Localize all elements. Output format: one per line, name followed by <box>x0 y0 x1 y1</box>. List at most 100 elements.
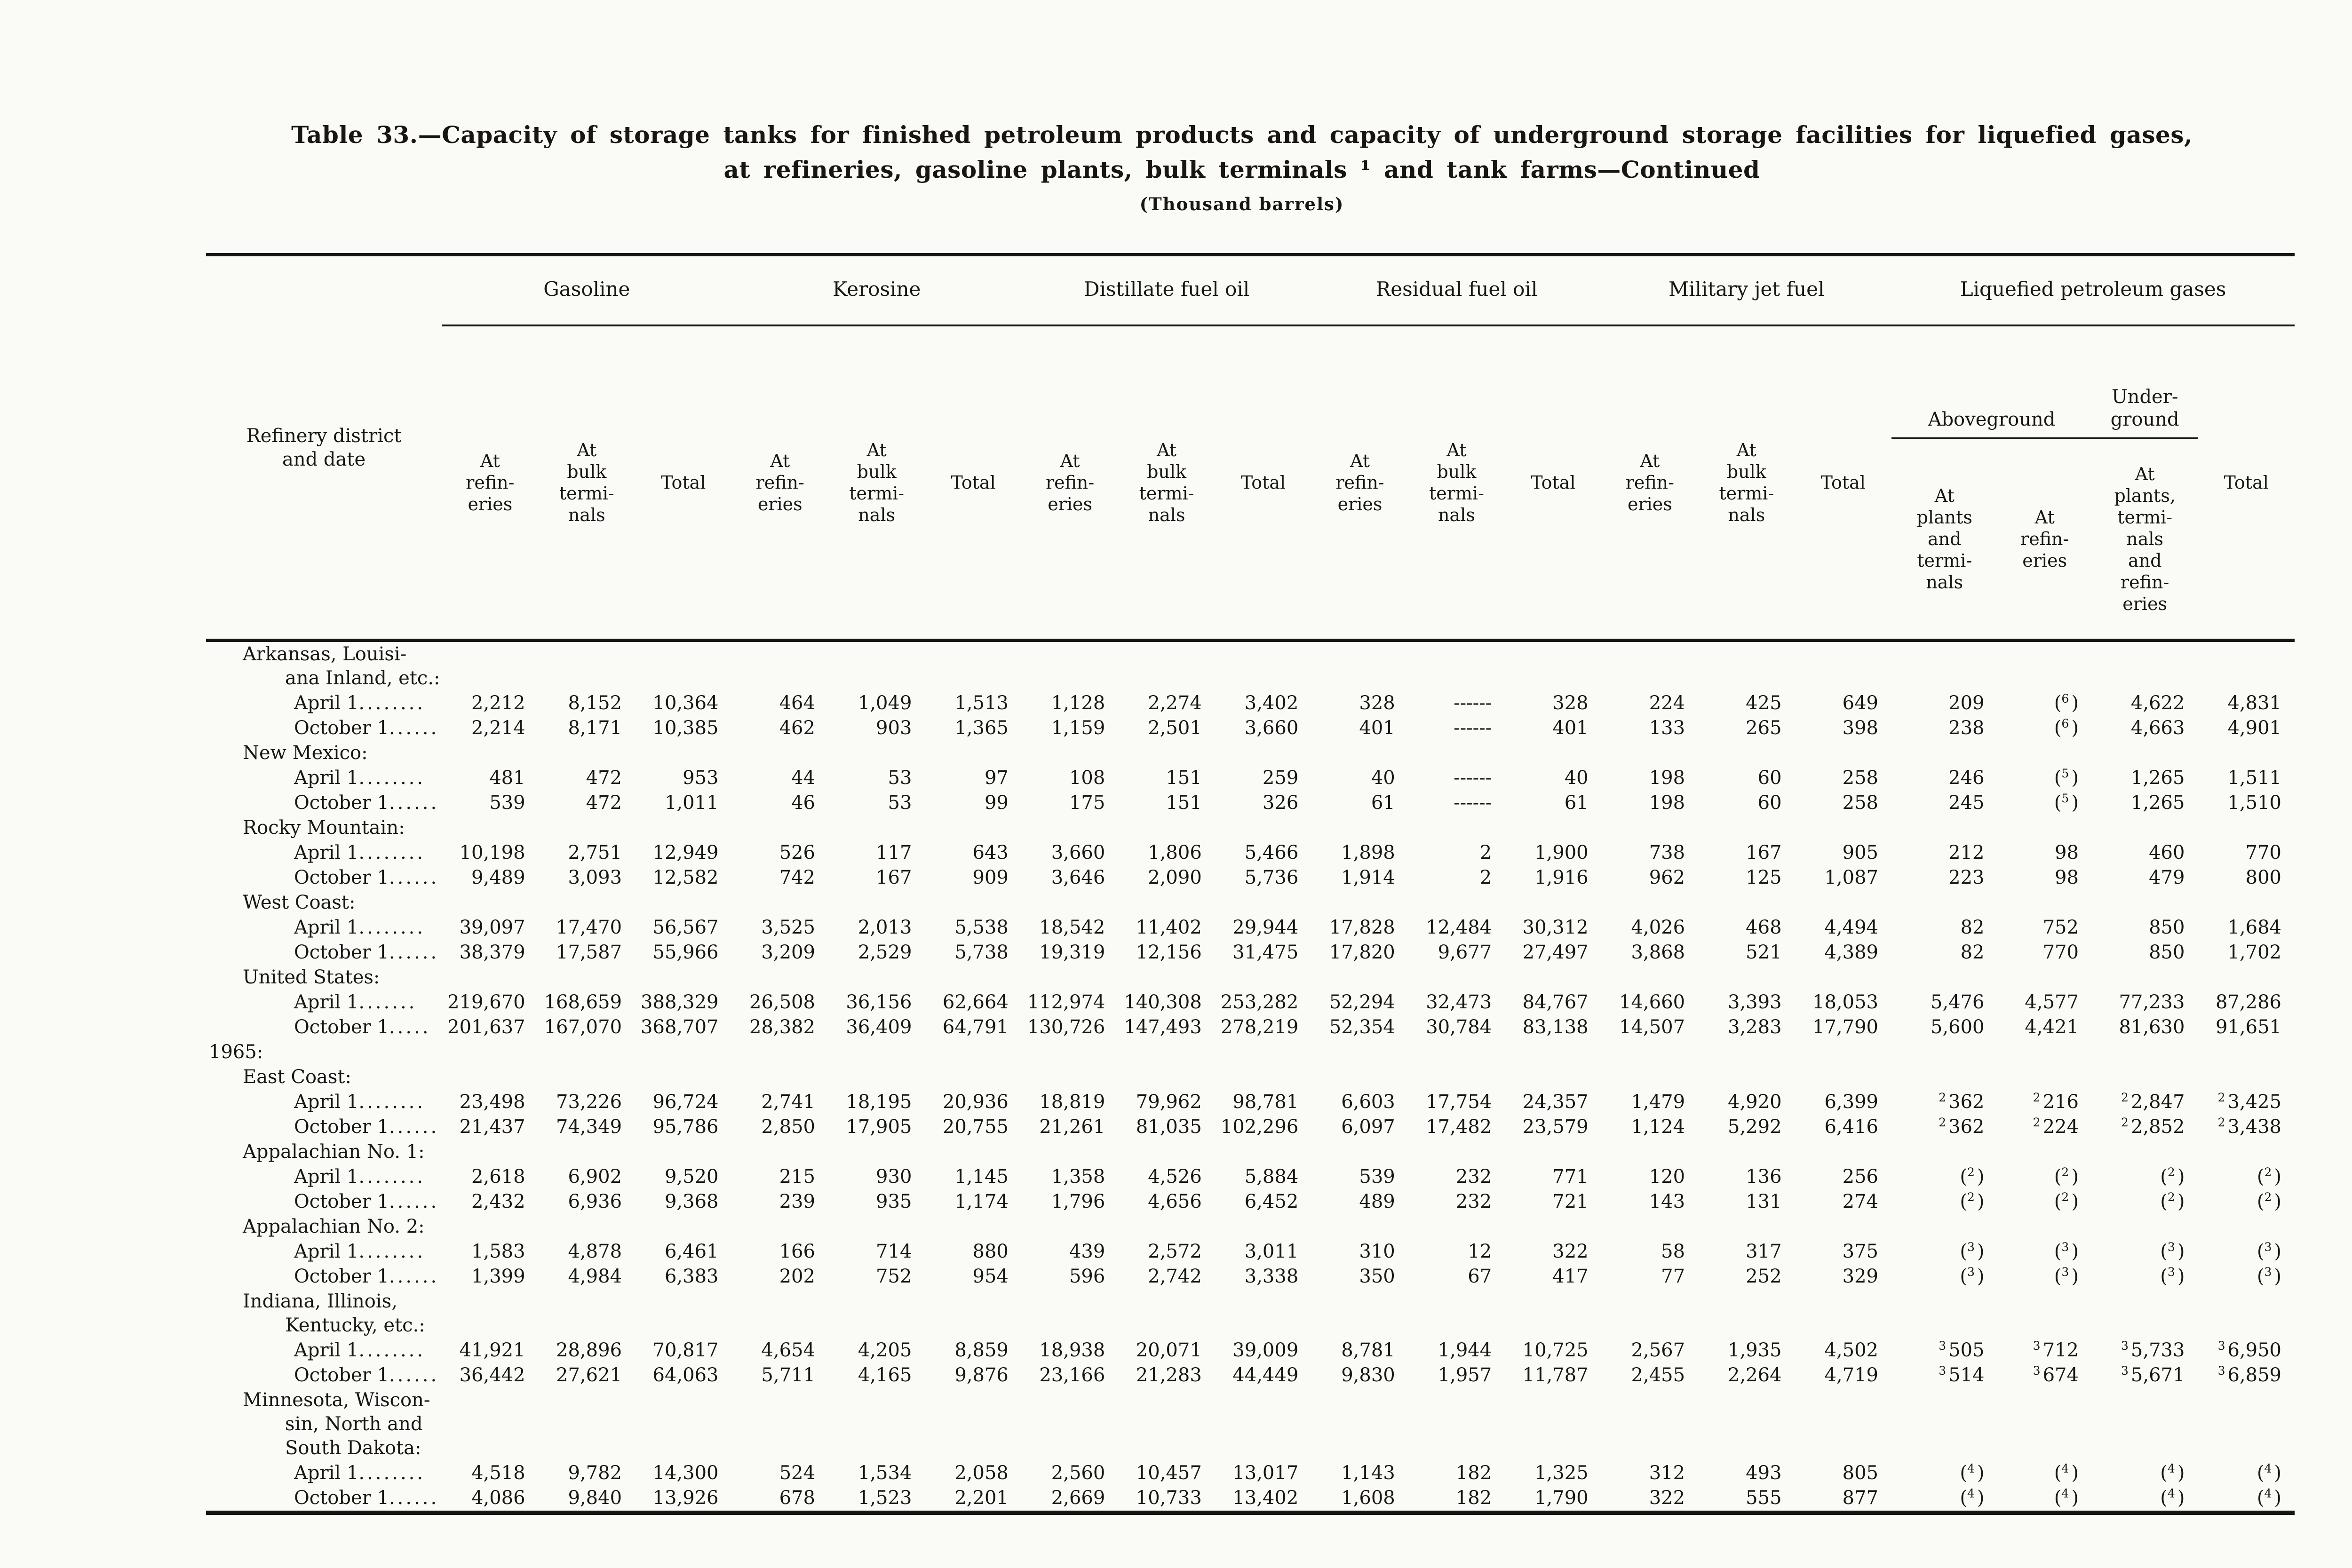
cell: 17,754 <box>1426 1091 1492 1113</box>
cell: 462 <box>779 717 815 739</box>
date-label: April 1 <box>294 917 359 938</box>
stub-header: Refinery district and date <box>246 425 402 470</box>
cell: (4) <box>1960 1486 1985 1509</box>
section-label-line: Appalachian No. 1: <box>243 1141 425 1163</box>
cell: 1,583 <box>471 1241 525 1262</box>
date-label: October 1 <box>294 1016 389 1038</box>
cell: (4) <box>2054 1461 2079 1484</box>
cell: 140,308 <box>1124 991 1202 1013</box>
group-lpg: Liquefied petroleum gases <box>1891 254 2295 326</box>
title-line-2: at refineries, gasoline plants, bulk ter… <box>723 156 1760 183</box>
cell: 3,660 <box>1051 842 1105 863</box>
cell: 1,511 <box>2227 767 2281 789</box>
footnote-marker: 2 <box>2167 1165 2175 1179</box>
cell: 752 <box>876 1266 912 1287</box>
cell: 151 <box>1166 767 1202 789</box>
cell: 930 <box>876 1166 912 1188</box>
section-label-line: Kentucky, etc.: <box>285 1315 425 1336</box>
col-ker-refineries: At refin- eries <box>755 450 804 515</box>
footnote-marker: 4 <box>2264 1461 2272 1475</box>
cell: 44,449 <box>1232 1364 1299 1386</box>
cell: 5,736 <box>1244 867 1299 888</box>
cell: 2,013 <box>858 917 912 938</box>
section-label: Appalachian No. 2: <box>206 1214 2295 1239</box>
cell: 223 <box>1948 867 1985 888</box>
cell: (2) <box>2054 1190 2079 1212</box>
cell: 1,790 <box>1534 1487 1589 1509</box>
cell: 1,358 <box>1051 1166 1105 1188</box>
col-ker-total: Total <box>951 472 996 493</box>
cell: 44 <box>791 767 815 789</box>
footnote-marker: 3 <box>1967 1240 1975 1254</box>
cell: 8,781 <box>1341 1339 1395 1361</box>
cell: (3) <box>2054 1265 2079 1287</box>
cell: 20,071 <box>1136 1339 1202 1361</box>
row-date: October 1...... <box>206 865 442 890</box>
date-label: April 1 <box>294 692 359 714</box>
footnote-marker: 2 <box>2061 1190 2069 1204</box>
row-date: April 1........ <box>206 1239 442 1264</box>
dot-leader: ...... <box>389 1266 439 1287</box>
row-date: April 1........ <box>206 691 442 716</box>
cell: 198 <box>1649 767 1685 789</box>
section-label-line: sin, North and <box>285 1413 423 1435</box>
cell: 60 <box>1757 767 1782 789</box>
section-row: Arkansas, Louisi-ana Inland, etc.: <box>206 641 2295 691</box>
cell: 805 <box>1842 1462 1878 1484</box>
cell: 53 <box>888 792 912 814</box>
section-row: Rocky Mountain: <box>206 816 2295 840</box>
cell: (4) <box>2160 1461 2185 1484</box>
cell: 18,542 <box>1039 917 1105 938</box>
cell: 5,738 <box>954 942 1009 963</box>
cell: 125 <box>1746 867 1782 888</box>
cell: 95,786 <box>652 1116 719 1138</box>
cell: 198 <box>1649 792 1685 814</box>
cell: 468 <box>1746 917 1782 938</box>
cell: 202 <box>779 1266 815 1287</box>
cell: 526 <box>779 842 815 863</box>
cell: 6,902 <box>568 1166 622 1188</box>
cell: 1,914 <box>1341 867 1395 888</box>
cell: 238 <box>1948 717 1985 739</box>
section-label: Arkansas, Louisi-ana Inland, etc.: <box>206 641 2295 691</box>
footnote-marker: 3 <box>2217 1338 2225 1353</box>
cell: 1,145 <box>954 1166 1009 1188</box>
data-row: October 1...... 9,489 3,093 12,582 742 167 909… <box>206 865 2295 890</box>
cell: 2,264 <box>1728 1364 1782 1386</box>
subgroup-header-row: At refin- eries At bulk termi- nals Tota… <box>206 325 2295 525</box>
cell: 64,063 <box>652 1364 719 1386</box>
date-label: April 1 <box>294 1339 359 1361</box>
cell: 4,654 <box>761 1339 815 1361</box>
footnote-marker: 2 <box>1967 1165 1975 1179</box>
date-label: October 1 <box>294 867 389 888</box>
cell: 539 <box>1359 1166 1395 1188</box>
cell: 10,733 <box>1136 1487 1202 1509</box>
date-label: October 1 <box>294 1116 389 1138</box>
cell: 8,171 <box>568 717 622 739</box>
cell: 1,916 <box>1534 867 1589 888</box>
cell: 30,784 <box>1426 1016 1492 1038</box>
cell: 17,587 <box>556 942 622 963</box>
cell: 401 <box>1359 717 1395 739</box>
cell: 212 <box>1948 842 1985 863</box>
cell: 4,526 <box>1148 1166 1202 1188</box>
cell: 256 <box>1842 1166 1878 1188</box>
cell: 2 2,852 <box>2121 1115 2185 1138</box>
group-kerosine: Kerosine <box>731 254 1022 326</box>
cell: 1,523 <box>858 1487 912 1509</box>
group-header-row: Refinery district and date Gasoline Kero… <box>206 254 2295 470</box>
cell: 1,684 <box>2227 917 2281 938</box>
cell: 4,518 <box>471 1462 525 1484</box>
date-label: October 1 <box>294 1191 389 1212</box>
table-body: Arkansas, Louisi-ana Inland, etc.: April … <box>206 641 2295 1513</box>
dot-leader: ........ <box>358 1166 426 1188</box>
cell: 2,214 <box>471 717 525 739</box>
cell: 905 <box>1842 842 1878 863</box>
cell: 1,513 <box>954 692 1009 714</box>
cell: 1,011 <box>664 792 719 814</box>
dot-leader: ...... <box>389 717 439 739</box>
group-residual: Residual fuel oil <box>1311 254 1602 326</box>
cell: 771 <box>1552 1166 1589 1188</box>
data-row: April 1........ 481 472 953 44 53 97 108 151 259 4… <box>206 766 2295 791</box>
